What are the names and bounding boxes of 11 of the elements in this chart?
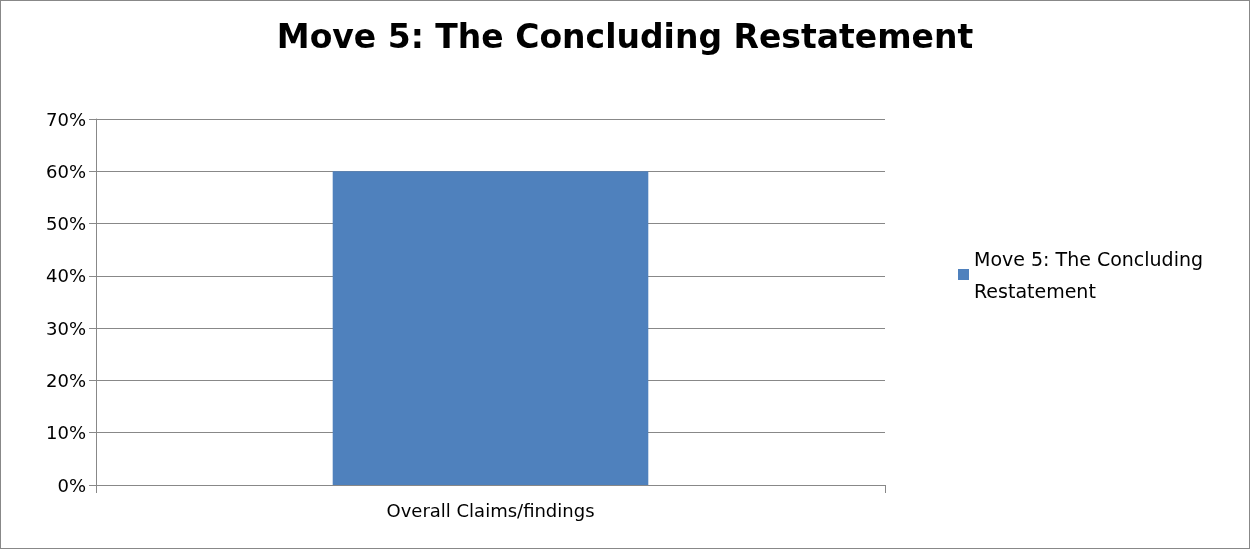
chart-title: Move 5: The Concluding Restatement xyxy=(276,17,974,56)
legend-label: Move 5: The Concluding Restatement xyxy=(974,247,1210,302)
y-tick-label: 70% xyxy=(45,108,86,130)
y-tick-label: 10% xyxy=(45,422,86,444)
x-tick-label: Overall Claims/findings xyxy=(386,499,595,521)
y-tick-label: 60% xyxy=(45,160,86,182)
y-tick-label: 40% xyxy=(45,265,86,287)
y-tick-label: 30% xyxy=(45,317,86,339)
y-tick-label: 50% xyxy=(45,213,86,235)
y-tick-label: 20% xyxy=(45,369,86,391)
y-tick-label: 0% xyxy=(57,474,86,496)
